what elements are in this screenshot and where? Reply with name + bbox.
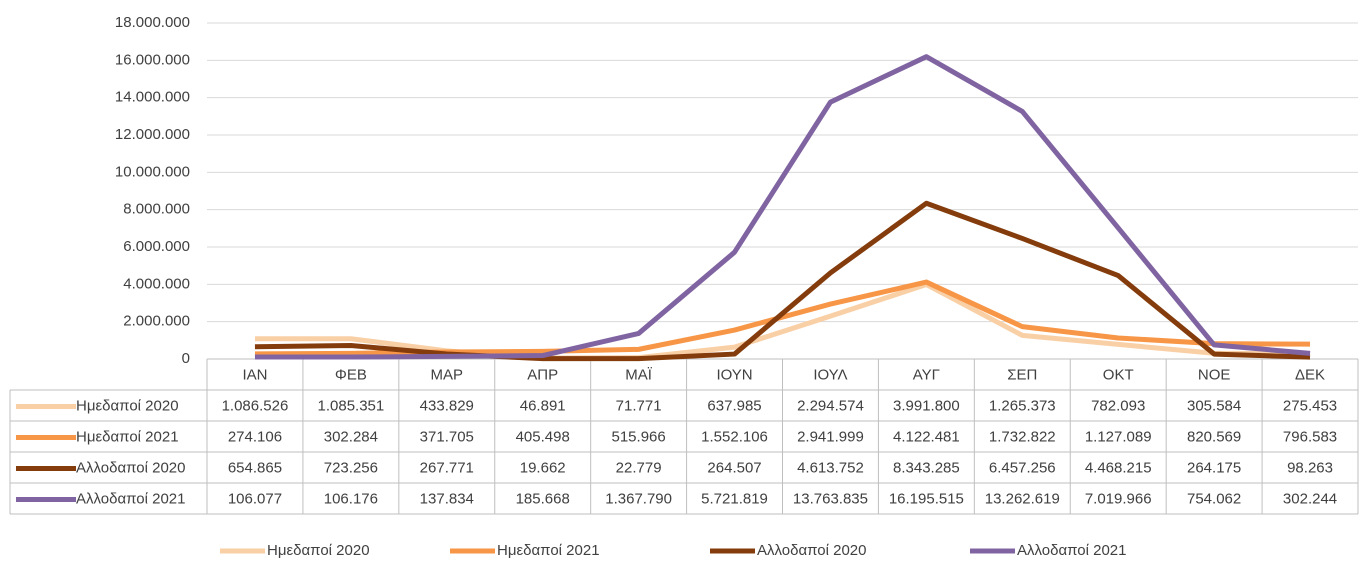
data-label: 782.093 [1091, 397, 1145, 414]
x-tick-label: ΔΕΚ [1295, 366, 1325, 383]
data-label: 405.498 [516, 428, 570, 445]
y-tick-label: 12.000.000 [115, 126, 190, 143]
series-line [254, 200, 1311, 362]
table-row-label: Ημεδαποί 2020 [76, 397, 179, 414]
data-label: 71.771 [616, 397, 662, 414]
data-label: 1.367.790 [605, 490, 672, 507]
data-label: 6.457.256 [989, 459, 1056, 476]
data-label: 1.265.373 [989, 397, 1056, 414]
data-label: 637.985 [707, 397, 761, 414]
x-tick-label: ΑΥΓ [913, 366, 940, 383]
series-line [254, 54, 1311, 360]
data-label: 275.453 [1283, 397, 1337, 414]
series-line [254, 281, 1311, 361]
x-tick-label: ΙΟΥΛ [813, 366, 847, 383]
series-line [254, 279, 1311, 357]
legend-label: Αλλοδαποί 2020 [757, 542, 867, 559]
data-label: 16.195.515 [889, 490, 964, 507]
y-tick-label: 2.000.000 [123, 313, 190, 330]
data-label: 13.262.619 [985, 490, 1060, 507]
data-label: 2.941.999 [797, 428, 864, 445]
x-tick-label: ΣΕΠ [1007, 366, 1037, 383]
data-label: 1.085.351 [318, 397, 385, 414]
table-row-label: Αλλοδαποί 2021 [76, 490, 186, 507]
data-label: 46.891 [520, 397, 566, 414]
data-label: 305.584 [1187, 397, 1241, 414]
data-label: 98.263 [1287, 459, 1333, 476]
data-label: 433.829 [420, 397, 474, 414]
x-tick-label: ΦΕΒ [335, 366, 367, 383]
y-tick-label: 10.000.000 [115, 163, 190, 180]
x-tick-label: ΑΠΡ [527, 366, 558, 383]
x-tick-label: ΝΟΕ [1198, 366, 1231, 383]
legend-label: Αλλοδαποί 2021 [1017, 542, 1127, 559]
data-label: 22.779 [616, 459, 662, 476]
data-label: 274.106 [228, 428, 282, 445]
y-tick-label: 0 [182, 350, 190, 367]
data-label: 137.834 [420, 490, 474, 507]
data-label: 5.721.819 [701, 490, 768, 507]
data-label: 106.176 [324, 490, 378, 507]
data-label: 1.086.526 [222, 397, 289, 414]
x-tick-label: ΜΑΪ [625, 366, 653, 383]
data-label: 820.569 [1187, 428, 1241, 445]
data-label: 185.668 [516, 490, 570, 507]
table-row-label: Αλλοδαποί 2020 [76, 459, 186, 476]
data-label: 4.613.752 [797, 459, 864, 476]
x-tick-label: ΙΟΥΝ [716, 366, 752, 383]
y-tick-label: 16.000.000 [115, 51, 190, 68]
data-label: 1.732.822 [989, 428, 1056, 445]
data-label: 515.966 [612, 428, 666, 445]
x-tick-label: ΟΚΤ [1103, 366, 1134, 383]
y-tick-label: 18.000.000 [115, 14, 190, 31]
legend-label: Ημεδαποί 2020 [267, 542, 370, 559]
x-tick-label: ΙΑΝ [242, 366, 267, 383]
data-label: 13.763.835 [793, 490, 868, 507]
data-label: 7.019.966 [1085, 490, 1152, 507]
data-label: 796.583 [1283, 428, 1337, 445]
data-label: 754.062 [1187, 490, 1241, 507]
data-label: 1.127.089 [1085, 428, 1152, 445]
data-label: 723.256 [324, 459, 378, 476]
table-row-label: Ημεδαποί 2021 [76, 428, 179, 445]
data-label: 19.662 [520, 459, 566, 476]
data-label: 3.991.800 [893, 397, 960, 414]
data-label: 267.771 [420, 459, 474, 476]
y-tick-label: 8.000.000 [123, 201, 190, 218]
data-label: 4.468.215 [1085, 459, 1152, 476]
data-label: 4.122.481 [893, 428, 960, 445]
data-label: 371.705 [420, 428, 474, 445]
y-tick-label: 6.000.000 [123, 238, 190, 255]
data-label: 106.077 [228, 490, 282, 507]
y-tick-label: 14.000.000 [115, 89, 190, 106]
data-label: 302.244 [1283, 490, 1337, 507]
legend-label: Ημεδαποί 2021 [497, 542, 600, 559]
data-label: 264.175 [1187, 459, 1241, 476]
y-tick-label: 4.000.000 [123, 275, 190, 292]
x-tick-label: ΜΑΡ [431, 366, 464, 383]
data-label: 654.865 [228, 459, 282, 476]
data-label: 1.552.106 [701, 428, 768, 445]
data-label: 2.294.574 [797, 397, 864, 414]
data-label: 8.343.285 [893, 459, 960, 476]
data-label: 302.284 [324, 428, 378, 445]
data-label: 264.507 [707, 459, 761, 476]
